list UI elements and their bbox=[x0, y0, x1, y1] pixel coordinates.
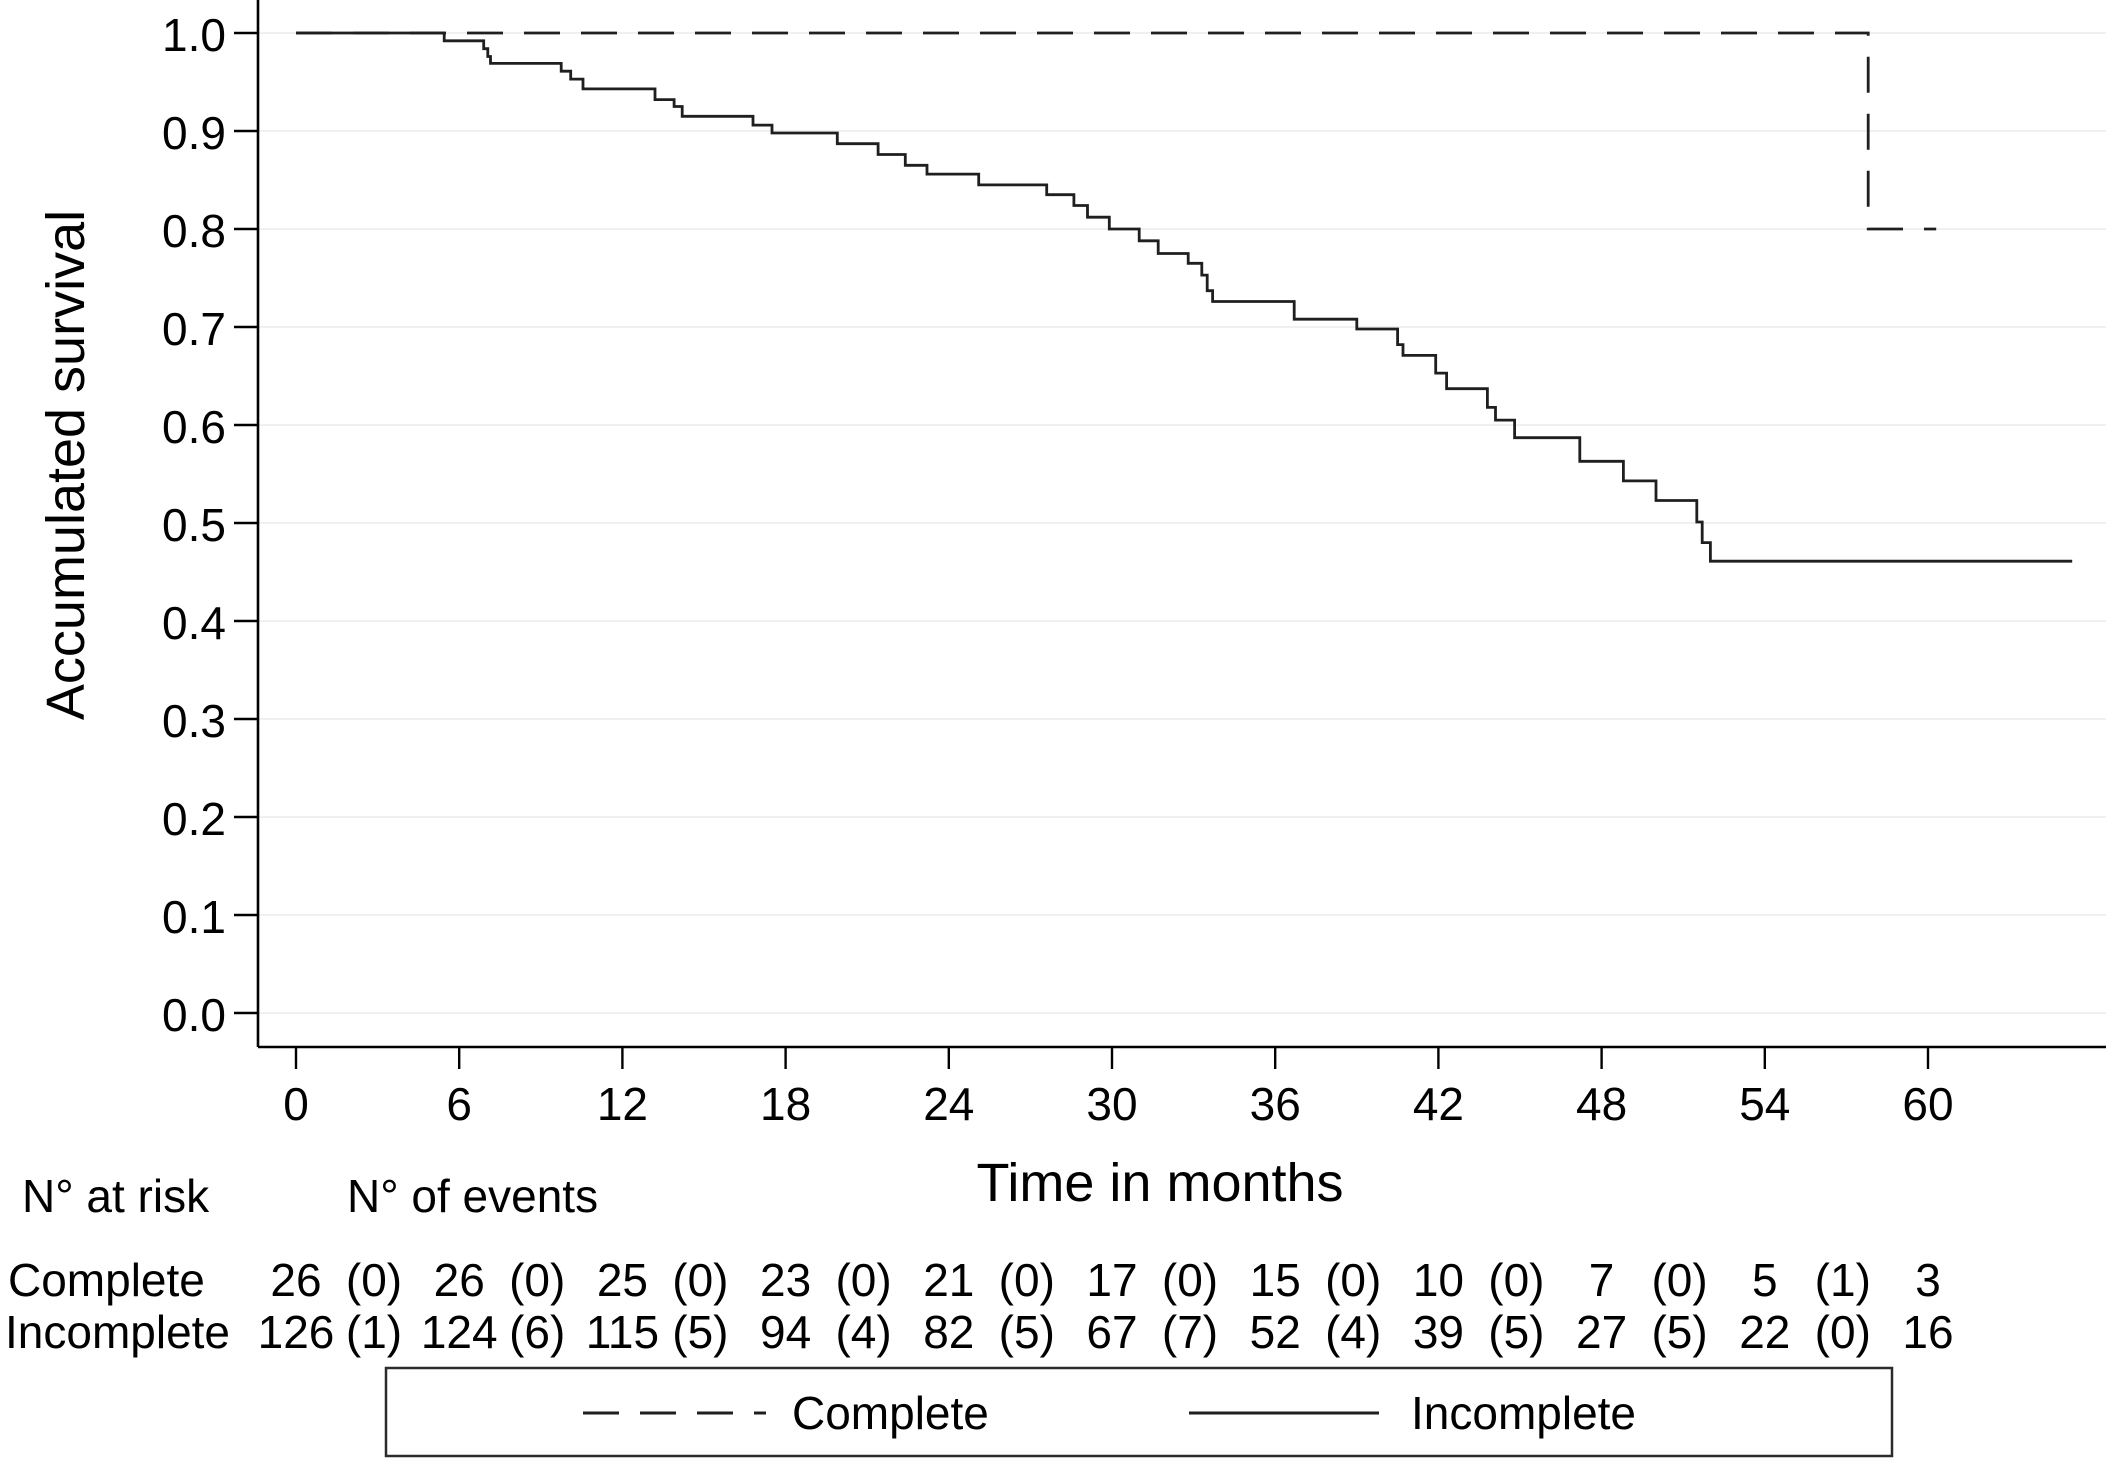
events-value: (5) bbox=[1488, 1306, 1544, 1358]
risk-table-values: 26 (0) 26 (0) 25 (0) 23 (0) 21 (0) 17 (0) 15 (0) 10 (0)… bbox=[258, 1254, 1954, 1358]
risk-row-label-incomplete: Incomplete bbox=[5, 1306, 230, 1358]
events-value: (6) bbox=[509, 1306, 565, 1358]
gridlines bbox=[258, 32, 2106, 1014]
at-risk-value: 27 bbox=[1576, 1306, 1627, 1358]
x-axis-ticks: 0 6 12 18 24 30 36 42 48 54 60 bbox=[283, 1047, 1954, 1130]
events-value: (0) bbox=[346, 1254, 402, 1306]
x-tick-label: 48 bbox=[1576, 1078, 1627, 1130]
y-tick-label: 0.7 bbox=[162, 303, 226, 355]
y-tick-label: 0.8 bbox=[162, 205, 226, 257]
at-risk-value: 7 bbox=[1589, 1254, 1615, 1306]
x-tick-label: 18 bbox=[760, 1078, 811, 1130]
at-risk-value: 10 bbox=[1413, 1254, 1464, 1306]
at-risk-value: 5 bbox=[1752, 1254, 1778, 1306]
risk-table-header-at-risk: N° at risk bbox=[22, 1170, 210, 1222]
events-value: (4) bbox=[835, 1306, 891, 1358]
at-risk-value: 23 bbox=[760, 1254, 811, 1306]
events-value: (0) bbox=[672, 1254, 728, 1306]
y-tick-label: 0.4 bbox=[162, 597, 226, 649]
events-value: (1) bbox=[1815, 1254, 1871, 1306]
legend-label-complete: Complete bbox=[792, 1387, 989, 1439]
curve-complete bbox=[296, 31, 1937, 231]
events-value: (4) bbox=[1325, 1306, 1381, 1358]
at-risk-value: 26 bbox=[434, 1254, 485, 1306]
at-risk-value: 67 bbox=[1086, 1306, 1137, 1358]
events-value: (0) bbox=[835, 1254, 891, 1306]
x-tick-label: 0 bbox=[283, 1078, 309, 1130]
curve-incomplete bbox=[296, 31, 2073, 563]
at-risk-value: 26 bbox=[270, 1254, 321, 1306]
events-value: (5) bbox=[672, 1306, 728, 1358]
y-tick-label: 0.3 bbox=[162, 695, 226, 747]
y-axis-title: Accumulated survival bbox=[36, 210, 96, 720]
risk-row-label-complete: Complete bbox=[8, 1254, 205, 1306]
risk-table-header-events: N° of events bbox=[347, 1170, 598, 1222]
at-risk-value: 21 bbox=[923, 1254, 974, 1306]
y-tick-label: 1.0 bbox=[162, 9, 226, 61]
x-tick-label: 24 bbox=[923, 1078, 974, 1130]
x-tick-label: 42 bbox=[1413, 1078, 1464, 1130]
at-risk-value: 115 bbox=[586, 1306, 659, 1358]
at-risk-value: 52 bbox=[1250, 1306, 1301, 1358]
at-risk-value: 16 bbox=[1902, 1306, 1953, 1358]
events-value: (0) bbox=[1325, 1254, 1381, 1306]
x-tick-label: 30 bbox=[1086, 1078, 1137, 1130]
legend-label-incomplete: Incomplete bbox=[1411, 1387, 1636, 1439]
x-axis-title: Time in months bbox=[976, 1153, 1343, 1213]
x-tick-label: 36 bbox=[1250, 1078, 1301, 1130]
legend-box bbox=[384, 1366, 1894, 1458]
y-tick-label: 0.5 bbox=[162, 499, 226, 551]
at-risk-value: 82 bbox=[923, 1306, 974, 1358]
events-value: (0) bbox=[1651, 1254, 1707, 1306]
events-value: (1) bbox=[346, 1306, 402, 1358]
at-risk-value: 126 bbox=[258, 1306, 335, 1358]
y-tick-label: 0.1 bbox=[162, 891, 226, 943]
events-value: (0) bbox=[1162, 1254, 1218, 1306]
y-axis-ticks: 0.0 0.1 0.2 0.3 0.4 0.5 0.6 0.7 0.8 0.9 1.0 bbox=[162, 9, 258, 1041]
at-risk-value: 3 bbox=[1915, 1254, 1941, 1306]
at-risk-value: 22 bbox=[1739, 1306, 1790, 1358]
at-risk-value: 25 bbox=[597, 1254, 648, 1306]
x-tick-label: 12 bbox=[597, 1078, 648, 1130]
survival-curves bbox=[296, 31, 2073, 563]
x-tick-label: 60 bbox=[1902, 1078, 1953, 1130]
at-risk-value: 15 bbox=[1250, 1254, 1301, 1306]
events-value: (0) bbox=[999, 1254, 1055, 1306]
at-risk-value: 17 bbox=[1086, 1254, 1137, 1306]
y-tick-label: 0.6 bbox=[162, 401, 226, 453]
events-value: (7) bbox=[1162, 1306, 1218, 1358]
x-tick-label: 54 bbox=[1739, 1078, 1790, 1130]
at-risk-value: 124 bbox=[421, 1306, 498, 1358]
y-tick-label: 0.2 bbox=[162, 793, 226, 845]
x-tick-label: 6 bbox=[446, 1078, 472, 1130]
events-value: (0) bbox=[509, 1254, 565, 1306]
at-risk-value: 94 bbox=[760, 1306, 811, 1358]
y-tick-label: 0.0 bbox=[162, 989, 226, 1041]
events-value: (0) bbox=[1815, 1306, 1871, 1358]
events-value: (5) bbox=[1651, 1306, 1707, 1358]
at-risk-value: 39 bbox=[1413, 1306, 1464, 1358]
events-value: (5) bbox=[999, 1306, 1055, 1358]
y-tick-label: 0.9 bbox=[162, 107, 226, 159]
events-value: (0) bbox=[1488, 1254, 1544, 1306]
